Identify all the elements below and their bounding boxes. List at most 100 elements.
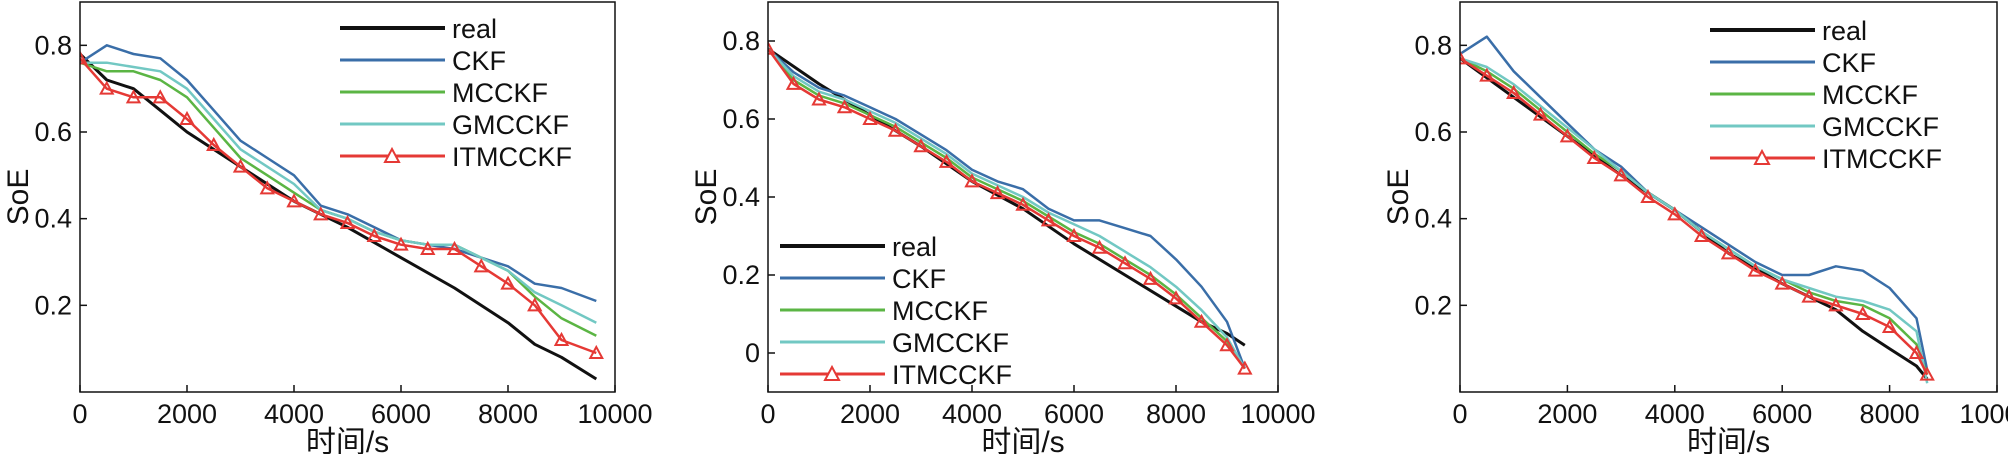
marker-itmcckf	[393, 236, 409, 251]
axes-box	[79, 1, 616, 393]
marker-itmcckf	[1066, 227, 1082, 242]
legend-marker-itmcckf	[823, 364, 841, 381]
x-tick-label: 4000	[1645, 399, 1705, 429]
marker-itmcckf	[1586, 149, 1602, 164]
marker-itmcckf	[500, 275, 516, 290]
x-tick-label: 10000	[1959, 399, 2008, 429]
marker-itmcckf	[125, 89, 142, 104]
y-tick-label: 0.2	[1414, 290, 1452, 320]
marker-itmcckf	[1091, 239, 1108, 254]
series-line-ckf	[80, 44, 597, 303]
x-tick-label: 10000	[1240, 399, 1315, 429]
marker-itmcckf	[446, 240, 463, 255]
series-line-itmcckf	[1460, 57, 1929, 376]
x-tick-label: 2000	[157, 399, 217, 429]
y-tick-label: 0.6	[34, 117, 72, 147]
marker-itmcckf	[1142, 270, 1159, 285]
marker-itmcckf	[1168, 290, 1184, 305]
marker-itmcckf	[1720, 245, 1737, 260]
marker-itmcckf	[1237, 360, 1253, 375]
series-line-mcckf	[768, 48, 1246, 370]
legend-marker-itmcckf	[383, 146, 401, 163]
marker-itmcckf	[553, 331, 570, 346]
y-axis-label: SoE	[690, 169, 723, 226]
y-tick-label: 0	[745, 338, 760, 368]
axes-box	[1459, 1, 1998, 393]
plot-area	[768, 40, 1253, 375]
chart-panel-2: 0 2000 4000 6000 8000 10000 0 0.2 0.4 0.6 0.8 时间/s S…	[690, 1, 1316, 459]
marker-itmcckf	[286, 193, 302, 208]
series-line-gmcckf	[80, 61, 597, 324]
y-tick-label: 0.6	[1414, 117, 1452, 147]
marker-itmcckf	[152, 89, 168, 104]
marker-itmcckf	[1881, 318, 1898, 333]
x-tick-label: 6000	[1752, 399, 1812, 429]
legend-label: MCCKF	[452, 78, 548, 108]
x-tick-label: 6000	[1044, 399, 1104, 429]
marker-itmcckf	[1640, 188, 1656, 203]
marker-itmcckf	[339, 214, 356, 229]
y-tick-label: 0.4	[1414, 204, 1452, 234]
marker-itmcckf	[938, 153, 955, 168]
legend-label: ITMCCKF	[892, 360, 1012, 390]
marker-itmcckf	[473, 258, 489, 273]
marker-itmcckf	[179, 110, 195, 125]
x-tick-label: 10000	[577, 399, 652, 429]
marker-itmcckf	[1460, 50, 1468, 65]
legend-label: CKF	[452, 46, 506, 76]
marker-itmcckf	[99, 80, 115, 95]
x-tick-label: 8000	[478, 399, 538, 429]
marker-itmcckf	[887, 122, 904, 137]
y-tick-label: 0.2	[34, 290, 72, 320]
marker-itmcckf	[1193, 313, 1210, 328]
marker-itmcckf	[862, 110, 878, 125]
legend-label: real	[892, 232, 937, 262]
x-tick-label: 8000	[1146, 399, 1206, 429]
marker-itmcckf	[1532, 106, 1549, 121]
x-tick-label: 8000	[1860, 399, 1920, 429]
legend-label: CKF	[1822, 48, 1876, 78]
marker-itmcckf	[1479, 67, 1495, 82]
y-tick-label: 0.2	[722, 260, 760, 290]
marker-itmcckf	[1747, 262, 1764, 277]
x-axis-label: 时间/s	[1687, 426, 1770, 454]
y-axis-label: SoE	[2, 169, 35, 226]
marker-itmcckf	[1613, 167, 1629, 182]
legend-label: MCCKF	[1822, 80, 1918, 110]
marker-itmcckf	[768, 40, 776, 55]
legend-label: real	[1822, 16, 1867, 46]
marker-itmcckf	[1667, 206, 1683, 221]
marker-itmcckf	[80, 50, 88, 65]
legend-label: GMCCKF	[1822, 112, 1939, 142]
y-tick-label: 0.8	[1414, 30, 1452, 60]
marker-itmcckf	[1693, 227, 1710, 242]
series-line-ckf	[1460, 35, 1929, 371]
plot-area	[1460, 35, 1935, 384]
marker-itmcckf	[1219, 337, 1235, 352]
marker-itmcckf	[1919, 366, 1935, 381]
legend-label: ITMCCKF	[452, 142, 572, 172]
marker-itmcckf	[588, 344, 604, 359]
x-tick-label: 0	[1452, 399, 1467, 429]
marker-itmcckf	[964, 173, 980, 188]
x-tick-label: 4000	[942, 399, 1002, 429]
plot-area	[80, 44, 604, 381]
x-axis-label: 时间/s	[981, 426, 1064, 454]
marker-itmcckf	[836, 99, 853, 114]
x-tick-label: 0	[72, 399, 87, 429]
series-line-ckf	[768, 47, 1246, 370]
marker-itmcckf	[1774, 275, 1790, 290]
marker-itmcckf	[1506, 84, 1522, 99]
x-tick-label: 0	[760, 399, 775, 429]
marker-itmcckf	[1040, 212, 1057, 227]
y-tick-label: 0.4	[34, 204, 72, 234]
x-tick-label: 4000	[264, 399, 324, 429]
marker-itmcckf	[1908, 344, 1925, 359]
marker-itmcckf	[1855, 305, 1871, 320]
y-tick-label: 0.8	[722, 26, 760, 56]
chart-panel-3: 0 2000 4000 6000 8000 10000 0.2 0.4 0.6 0.8 时间/s So…	[1382, 1, 2008, 459]
